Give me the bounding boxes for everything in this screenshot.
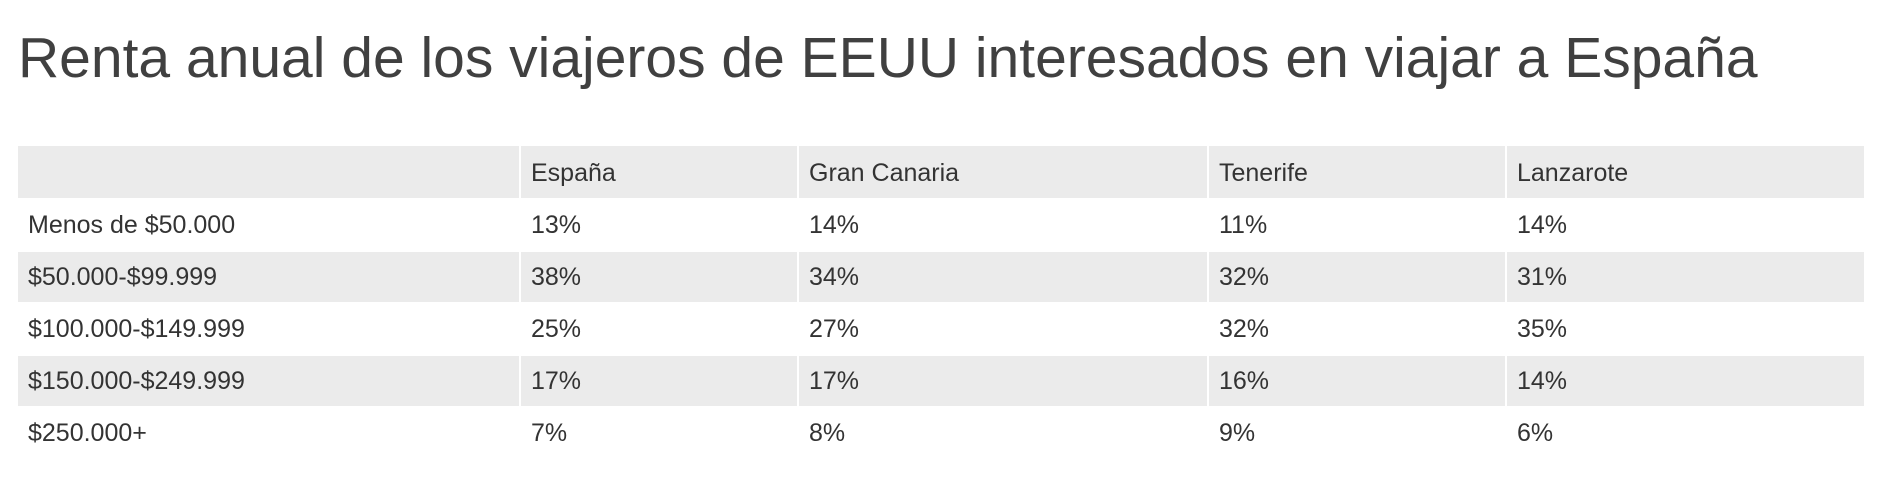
table-cell: 32% [1207, 251, 1506, 304]
table-row: $250.000+ 7% 8% 9% 6% [18, 407, 1864, 460]
table-cell: 16% [1207, 355, 1506, 408]
table-cell: 32% [1207, 303, 1506, 356]
column-header-empty [18, 146, 520, 200]
table-cell: 13% [519, 199, 798, 252]
table-row: $100.000-$149.999 25% 27% 32% 35% [18, 303, 1864, 356]
table-header-row: España Gran Canaria Tenerife Lanzarote [18, 146, 1864, 200]
page-title: Renta anual de los viajeros de EEUU inte… [18, 26, 1758, 90]
table-cell: 38% [519, 251, 798, 304]
column-header-gran-canaria: Gran Canaria [797, 146, 1208, 200]
table-cell: 9% [1207, 407, 1506, 460]
table-cell: 25% [519, 303, 798, 356]
table-cell: 27% [797, 303, 1208, 356]
column-header-tenerife: Tenerife [1207, 146, 1506, 200]
table-cell: 6% [1505, 407, 1864, 460]
table-row: $50.000-$99.999 38% 34% 32% 31% [18, 251, 1864, 304]
table-cell: 14% [1505, 355, 1864, 408]
table-cell: 14% [1505, 199, 1864, 252]
table-row: Menos de $50.000 13% 14% 11% 14% [18, 199, 1864, 252]
row-label: Menos de $50.000 [18, 199, 520, 252]
table-cell: 11% [1207, 199, 1506, 252]
table-row: $150.000-$249.999 17% 17% 16% 14% [18, 355, 1864, 408]
row-label: $250.000+ [18, 407, 520, 460]
income-table: España Gran Canaria Tenerife Lanzarote M… [18, 146, 1864, 460]
row-label: $150.000-$249.999 [18, 355, 520, 408]
table-cell: 17% [797, 355, 1208, 408]
table-cell: 14% [797, 199, 1208, 252]
table-cell: 34% [797, 251, 1208, 304]
table-cell: 17% [519, 355, 798, 408]
row-label: $50.000-$99.999 [18, 251, 520, 304]
table-cell: 7% [519, 407, 798, 460]
table-cell: 35% [1505, 303, 1864, 356]
table-cell: 31% [1505, 251, 1864, 304]
column-header-espana: España [519, 146, 798, 200]
table-cell: 8% [797, 407, 1208, 460]
column-header-lanzarote: Lanzarote [1505, 146, 1864, 200]
row-label: $100.000-$149.999 [18, 303, 520, 356]
